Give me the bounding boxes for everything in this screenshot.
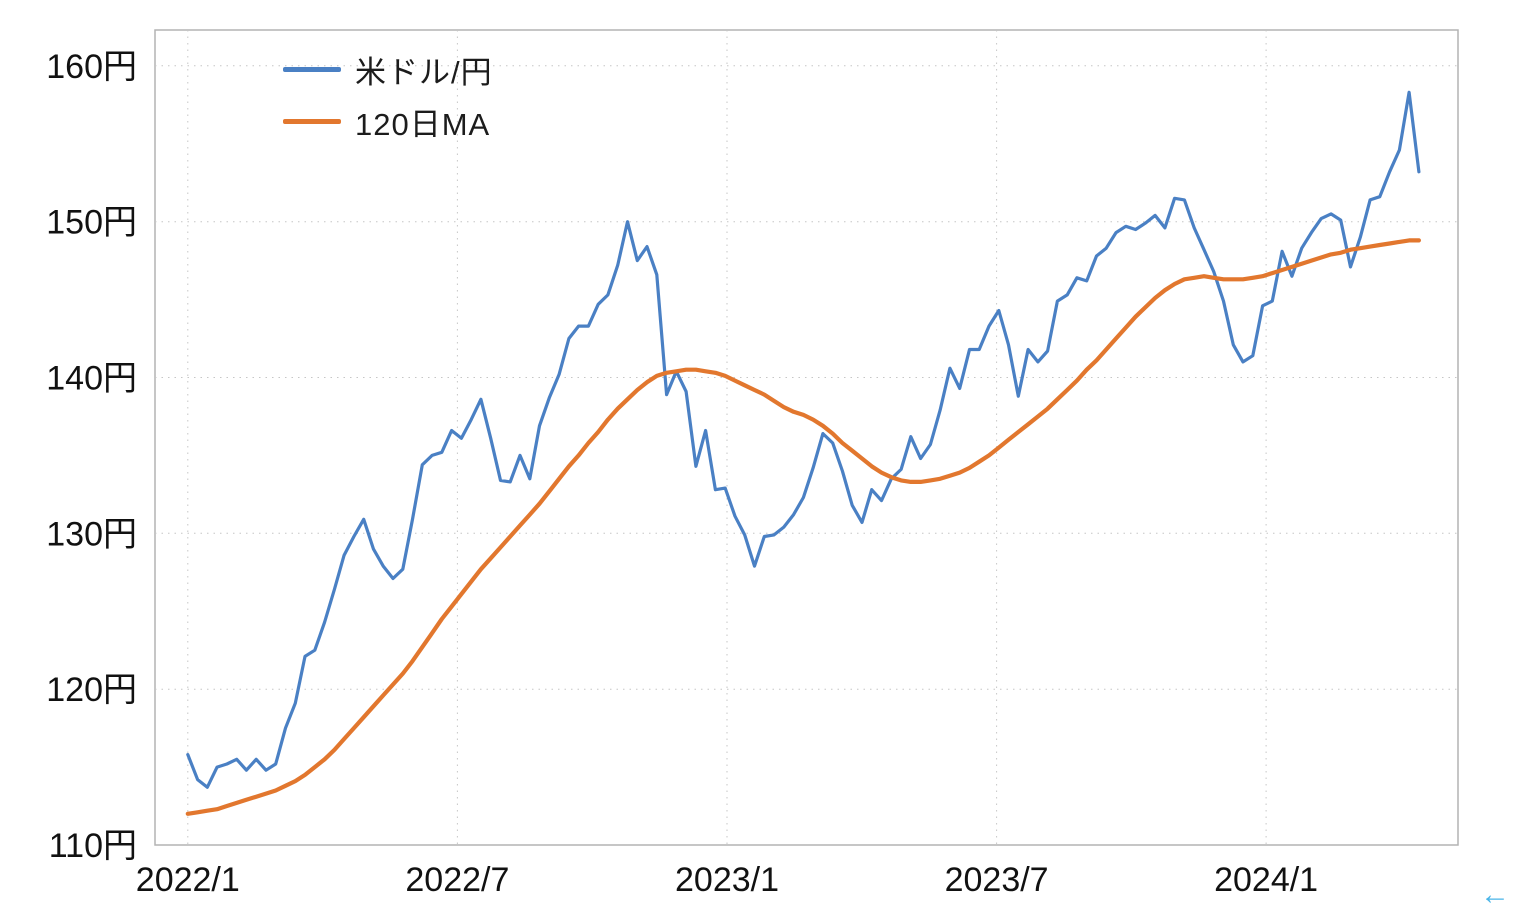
legend-line-sample-usdjpy: [283, 66, 341, 72]
y-tick-label: 110円: [49, 827, 137, 865]
x-tick-label: 2024/1: [1214, 861, 1318, 899]
y-tick-label: 160円: [46, 48, 137, 86]
chart-legend: 米ドル/円 120日MA: [283, 46, 493, 144]
legend-item-ma120: 120日MA: [283, 98, 493, 144]
legend-label-ma120: 120日MA: [355, 106, 491, 142]
series-line-ma120: [185, 238, 1422, 816]
x-tick-label: 2023/7: [945, 861, 1049, 899]
y-tick-label: 150円: [46, 204, 137, 242]
legend-item-usdjpy: 米ドル/円: [283, 46, 493, 92]
series-line-usdjpy: [186, 90, 1421, 789]
y-tick-label: 140円: [46, 360, 137, 398]
plot-area: [154, 29, 1459, 846]
legend-label-usdjpy: 米ドル/円: [355, 54, 493, 90]
back-arrow-icon[interactable]: ←: [1480, 878, 1510, 910]
x-tick-label: 2023/1: [675, 861, 779, 899]
y-tick-label: 130円: [46, 515, 137, 553]
x-tick-label: 2022/1: [136, 861, 240, 899]
y-tick-label: 120円: [46, 671, 137, 709]
legend-line-sample-ma120: [283, 118, 341, 124]
x-tick-label: 2022/7: [405, 861, 509, 899]
